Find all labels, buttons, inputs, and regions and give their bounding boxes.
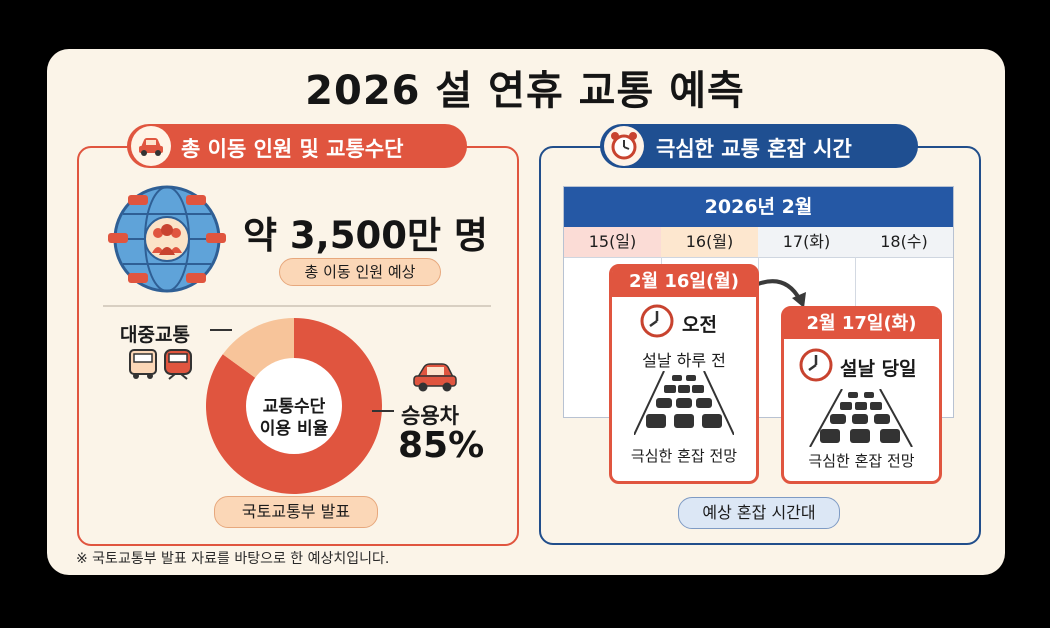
traffic-jam-icon bbox=[806, 388, 916, 451]
peak-day1-forecast: 극심한 혼잡 전망 bbox=[630, 447, 738, 465]
public-transport-leader bbox=[210, 329, 232, 331]
peak-day2-date: 2월 17일(화) bbox=[784, 309, 939, 339]
bus-train-icon bbox=[127, 348, 195, 384]
footnote: ※ 국토교통부 발표 자료를 바탕으로 한 예상치입니다. bbox=[76, 551, 390, 567]
congestion-header-text: 극심한 교통 혼잡 시간 bbox=[656, 137, 852, 161]
donut-center-line1: 교통수단 bbox=[262, 397, 326, 417]
car-icon-red bbox=[410, 361, 460, 397]
page-title: 2026 설 연휴 교통 예측 bbox=[305, 68, 745, 114]
calendar-day-16: 16(월) bbox=[661, 227, 759, 258]
travel-volume-header-text: 총 이동 인원 및 교통수단 bbox=[181, 137, 404, 161]
curved-arrow-icon bbox=[754, 274, 814, 318]
car-leader bbox=[372, 410, 394, 412]
globe-crowd-icon bbox=[106, 181, 228, 301]
congestion-header: 극심한 교통 혼잡 시간 bbox=[600, 124, 918, 168]
calendar-month: 2026년 2월 bbox=[564, 187, 953, 227]
peak-day2-card: 2월 17일(화) 설날 당일 극심한 혼잡 전망 bbox=[781, 306, 942, 484]
panel-divider bbox=[103, 305, 491, 307]
peak-day1-time: 오전 bbox=[682, 314, 717, 336]
peak-day2-time: 설날 당일 bbox=[840, 358, 917, 380]
car-percent: 85% bbox=[398, 425, 485, 466]
peak-day1-desc: 설날 하루 전 bbox=[642, 351, 726, 370]
clock-icon bbox=[798, 347, 834, 387]
travel-volume-header: 총 이동 인원 및 교통수단 bbox=[127, 124, 467, 168]
total-travelers-value: 약 3,500만 명 bbox=[243, 214, 488, 257]
traffic-jam-icon bbox=[633, 370, 735, 439]
calendar-day-15: 15(일) bbox=[564, 227, 662, 258]
calendar-day-18: 18(수) bbox=[855, 227, 953, 258]
clock-icon bbox=[639, 303, 675, 343]
donut-center-line2: 이용 비율 bbox=[259, 419, 329, 439]
calendar-day-17: 17(화) bbox=[758, 227, 856, 258]
public-transport-label: 대중교통 bbox=[120, 324, 190, 346]
car-icon bbox=[131, 126, 171, 166]
congestion-window-tag: 예상 혼잡 시간대 bbox=[678, 497, 840, 529]
car-label: 승용차 bbox=[401, 404, 459, 428]
peak-day1-card: 2월 16일(월) 오전 설날 하루 전 극심한 혼잡 전망 bbox=[609, 264, 759, 484]
transport-share-donut bbox=[204, 316, 384, 500]
source-tag: 국토교통부 발표 bbox=[214, 496, 378, 528]
peak-day2-forecast: 극심한 혼잡 전망 bbox=[808, 452, 915, 470]
alarm-clock-icon bbox=[604, 126, 644, 166]
peak-day1-date: 2월 16일(월) bbox=[612, 267, 756, 297]
total-travelers-caption: 총 이동 인원 예상 bbox=[279, 258, 441, 286]
